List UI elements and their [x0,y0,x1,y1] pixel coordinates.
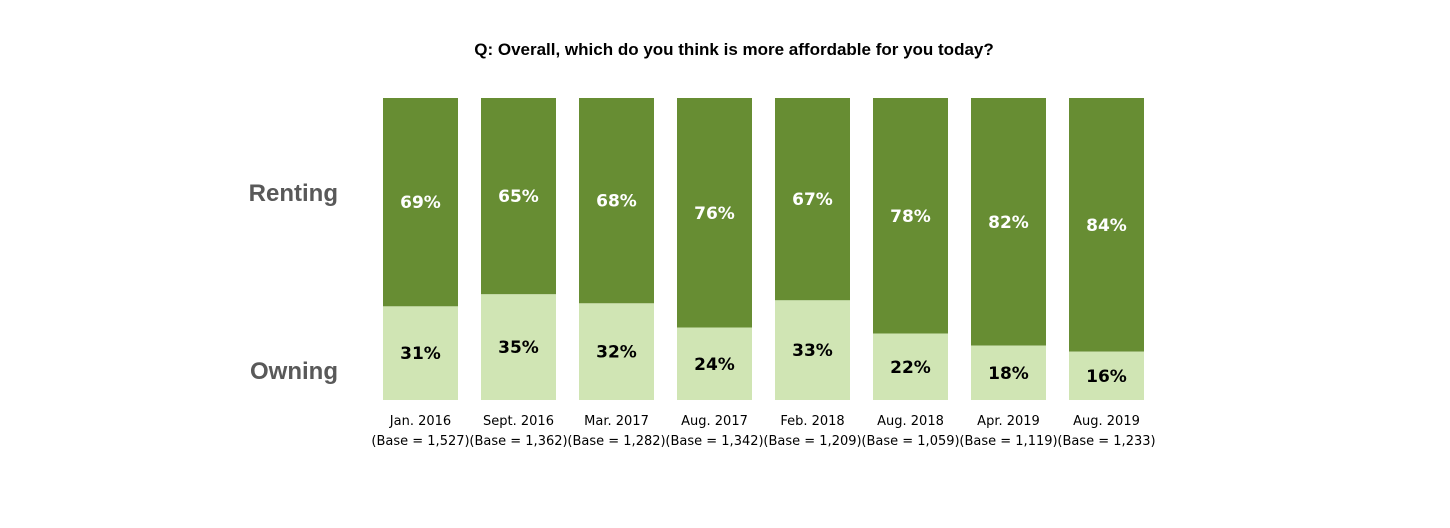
data-label-renting: 69% [400,193,441,213]
data-label-owning: 32% [596,343,637,363]
x-tick-label: Sept. 2016 [483,414,554,429]
x-base-label: (Base = 1,119) [959,434,1057,449]
bar-owning [1069,351,1144,400]
bar-renting [481,98,556,295]
data-label-renting: 76% [694,204,735,224]
data-label-renting: 65% [498,187,539,207]
bar-owning [775,300,850,400]
data-label-renting: 82% [988,213,1029,233]
data-label-owning: 16% [1086,367,1127,387]
bar-owning [579,303,654,400]
data-label-owning: 31% [400,344,441,364]
bar-renting [873,98,948,334]
data-label-owning: 35% [498,338,539,358]
data-label-owning: 22% [890,358,931,378]
bar-renting [775,98,850,301]
x-tick-label: Apr. 2019 [977,414,1040,429]
bar-renting [971,98,1046,346]
x-tick-label: Feb. 2018 [780,414,844,429]
bar-owning [873,333,948,400]
x-base-label: (Base = 1,342) [665,434,763,449]
data-label-renting: 68% [596,192,637,212]
bar-renting [1069,98,1144,352]
x-base-label: (Base = 1,527) [371,434,469,449]
bar-owning [481,294,556,400]
data-label-owning: 24% [694,355,735,375]
x-tick-label: Aug. 2019 [1073,414,1140,429]
x-base-label: (Base = 1,209) [763,434,861,449]
bar-renting [383,98,458,307]
x-tick-label: Aug. 2017 [681,414,748,429]
data-label-renting: 67% [792,190,833,210]
chart-title: Q: Overall, which do you think is more a… [474,40,994,59]
bar-owning [971,345,1046,400]
bar-owning [383,306,458,400]
x-tick-label: Aug. 2018 [877,414,944,429]
x-base-label: (Base = 1,282) [567,434,665,449]
bar-renting [677,98,752,328]
series-label-renting: Renting [248,180,338,207]
series-label-owning: Owning [250,358,338,385]
data-label-renting: 84% [1086,216,1127,236]
data-label-owning: 18% [988,364,1029,384]
x-tick-label: Mar. 2017 [584,414,649,429]
data-label-renting: 78% [890,207,931,227]
bar-owning [677,327,752,400]
x-base-label: (Base = 1,233) [1057,434,1155,449]
x-tick-label: Jan. 2016 [389,414,451,429]
x-base-label: (Base = 1,059) [861,434,959,449]
x-base-label: (Base = 1,362) [469,434,567,449]
data-label-owning: 33% [792,341,833,361]
bar-renting [579,98,654,304]
